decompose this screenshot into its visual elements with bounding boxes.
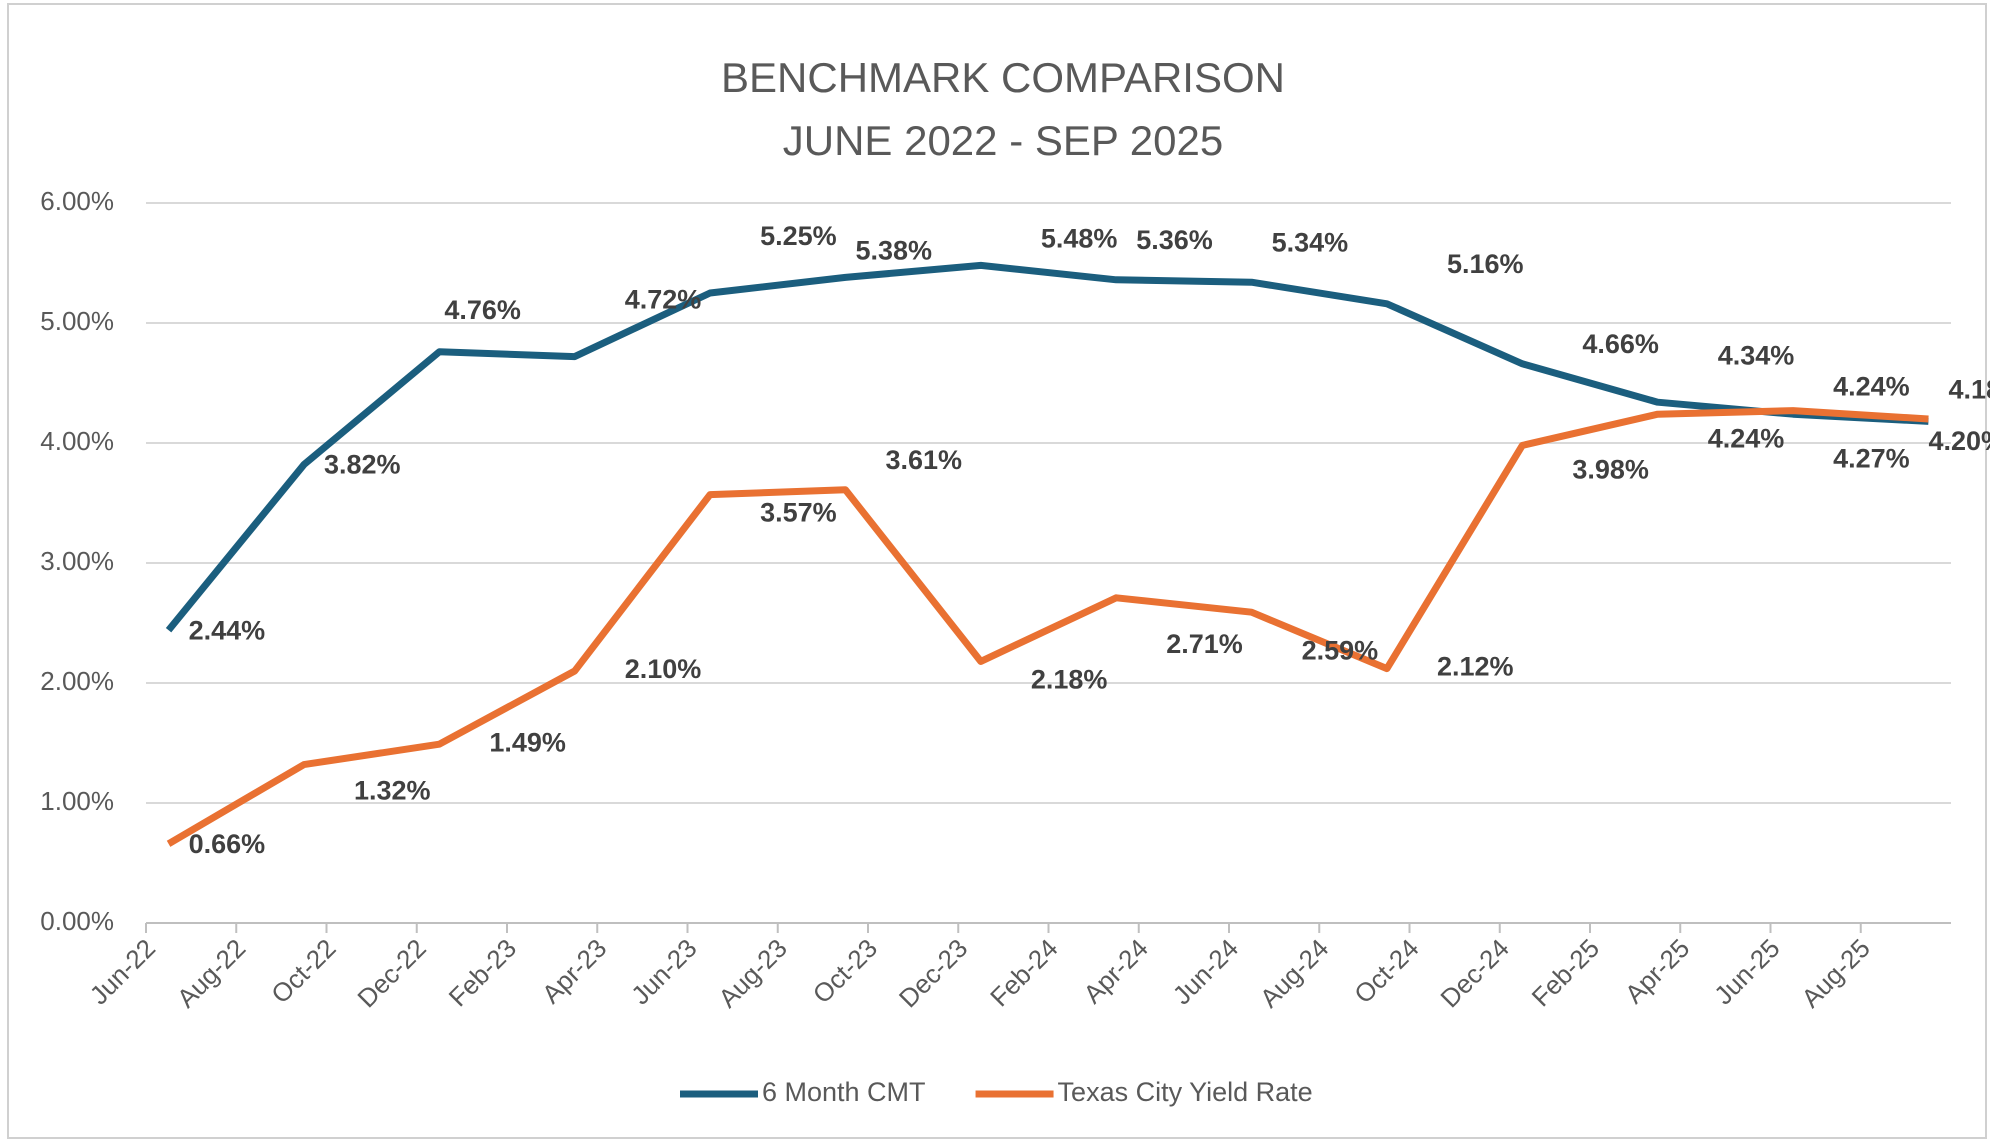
legend-label: Texas City Yield Rate: [1058, 1077, 1313, 1107]
data-label: 4.24%: [1708, 423, 1785, 453]
data-label: 2.44%: [189, 615, 266, 645]
data-label: 4.27%: [1833, 444, 1910, 474]
y-tick-label: 1.00%: [40, 786, 114, 816]
data-label: 4.18%: [1948, 375, 1990, 405]
data-label: 3.98%: [1572, 455, 1649, 485]
y-tick-label: 5.00%: [40, 306, 114, 336]
y-tick-label: 4.00%: [40, 426, 114, 456]
data-label: 5.38%: [855, 236, 932, 266]
data-label: 5.25%: [760, 221, 837, 251]
data-label: 5.16%: [1447, 249, 1524, 279]
data-label: 4.66%: [1582, 329, 1659, 359]
data-label: 5.48%: [1041, 224, 1118, 254]
series-line: [166, 407, 1929, 847]
legend-label: 6 Month CMT: [762, 1077, 926, 1107]
chart-title: BENCHMARK COMPARISON: [721, 54, 1285, 101]
data-label: 2.71%: [1166, 629, 1243, 659]
data-label: 1.32%: [354, 776, 431, 806]
series-line: [165, 261, 1929, 633]
y-tick-label: 2.00%: [40, 666, 114, 696]
y-tick-label: 3.00%: [40, 546, 114, 576]
chart-frame: [7, 3, 1987, 1139]
y-tick-label: 6.00%: [40, 186, 114, 216]
data-label: 4.72%: [625, 285, 702, 315]
data-label: 2.59%: [1302, 635, 1379, 665]
data-label: 2.12%: [1437, 652, 1514, 682]
data-label: 3.57%: [760, 498, 837, 528]
data-label: 2.18%: [1031, 665, 1108, 695]
data-label: 4.20%: [1928, 426, 1990, 456]
chart-subtitle: JUNE 2022 - SEP 2025: [783, 117, 1224, 164]
data-label: 2.10%: [625, 654, 702, 684]
y-tick-label: 0.00%: [40, 906, 114, 936]
data-label: 5.36%: [1136, 225, 1213, 255]
data-label: 4.34%: [1718, 340, 1795, 370]
data-label: 4.76%: [444, 295, 521, 325]
data-label: 1.49%: [489, 727, 566, 757]
data-label: 3.61%: [885, 445, 962, 475]
data-label: 0.66%: [189, 829, 266, 859]
data-label: 5.34%: [1272, 227, 1349, 257]
data-label: 4.24%: [1833, 371, 1910, 401]
data-label: 3.82%: [324, 450, 401, 480]
